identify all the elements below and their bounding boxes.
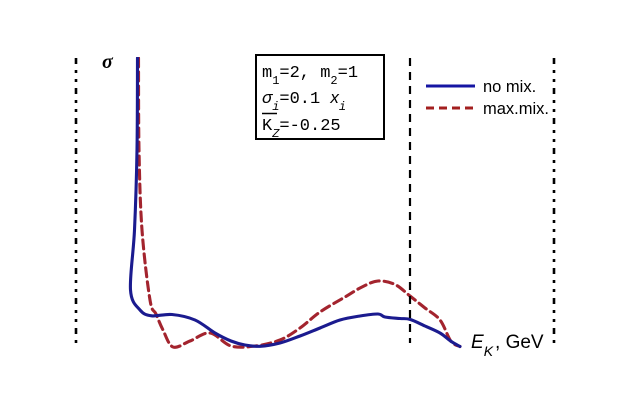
svg-text:max.mix.: max.mix.	[483, 100, 549, 118]
svg-text:no mix.: no mix.	[483, 78, 536, 96]
svg-text:σ: σ	[102, 51, 114, 73]
svg-text:EK, GeV: EK, GeV	[471, 332, 544, 359]
